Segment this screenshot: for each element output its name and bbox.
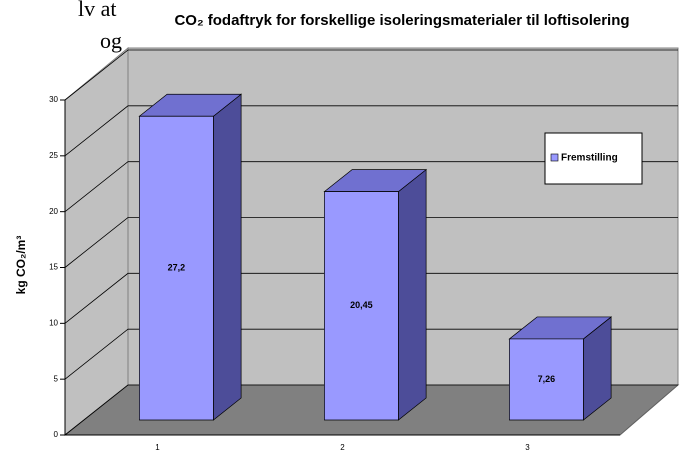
bar: [509, 338, 584, 421]
x-tick-label: 3: [525, 443, 530, 452]
value-label: 20,45: [350, 300, 373, 310]
grid-line: [64, 217, 678, 268]
y-tick-label: 10: [49, 318, 58, 327]
y-tick-label: 0: [54, 430, 59, 439]
x-tick-label: 1: [155, 443, 160, 452]
y-axis-label: kg CO₂/m³: [14, 236, 28, 295]
y-tick-label: 15: [49, 263, 58, 272]
grid-line: [64, 161, 678, 212]
x-tick-label: 2: [340, 443, 345, 452]
grid-line: [64, 272, 678, 324]
value-label: 7,26: [538, 374, 556, 384]
grid-line: [64, 328, 678, 380]
side-wall: [64, 46, 129, 437]
legend-box: [544, 132, 643, 185]
bar-side: [213, 93, 242, 421]
bar: [139, 115, 214, 421]
grid-line: [64, 384, 678, 436]
text-fragment: og: [100, 28, 122, 53]
chart-title: CO₂ fodaftryk for forskellige isolerings…: [174, 12, 630, 29]
legend-swatch: [550, 153, 559, 162]
value-label: 27,2: [168, 263, 186, 273]
y-tick-label: 20: [49, 207, 58, 216]
y-tick-label: 30: [49, 95, 58, 104]
bar: [324, 191, 399, 421]
legend-label: Fremstilling: [561, 153, 618, 164]
y-tick-label: 25: [49, 151, 58, 160]
bar-side: [398, 168, 427, 421]
grid-line: [64, 49, 678, 101]
text-fragment: lv at: [78, 0, 117, 21]
y-tick-label: 5: [54, 374, 59, 383]
grid-line: [64, 105, 678, 157]
